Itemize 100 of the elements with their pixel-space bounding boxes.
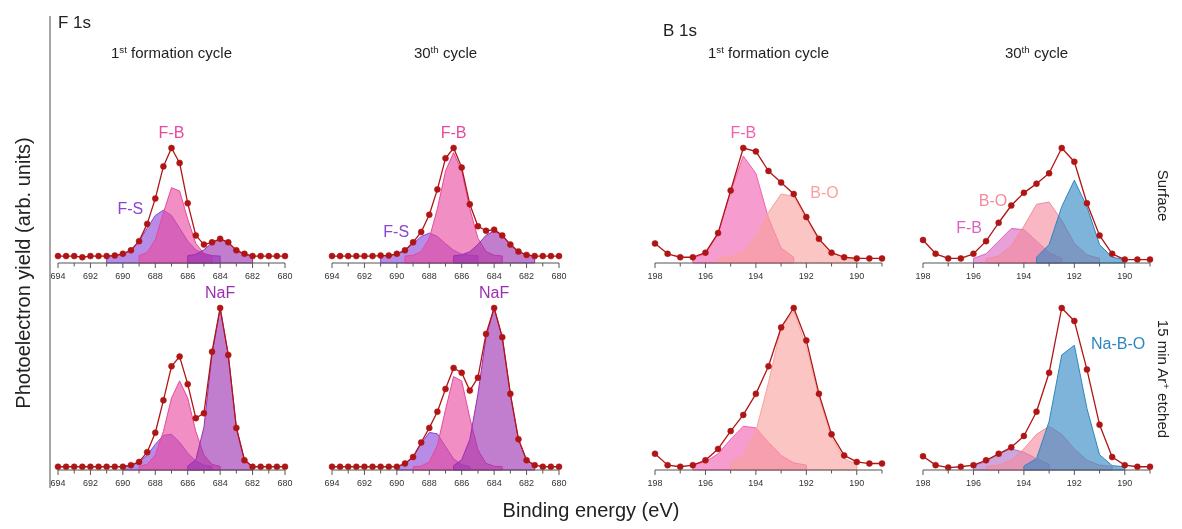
point bbox=[777, 179, 785, 186]
point bbox=[1058, 304, 1065, 312]
point bbox=[1134, 463, 1141, 471]
point bbox=[393, 250, 401, 258]
point bbox=[1071, 317, 1078, 325]
point bbox=[152, 195, 159, 202]
point bbox=[160, 163, 167, 170]
point bbox=[103, 252, 110, 260]
point bbox=[458, 164, 465, 171]
point bbox=[995, 450, 1002, 458]
chart-title: 1$^{st}$ formation cycle bbox=[708, 43, 829, 61]
x-tick-label: 694 bbox=[50, 478, 66, 488]
point bbox=[344, 463, 352, 471]
point bbox=[727, 427, 734, 435]
point bbox=[555, 463, 563, 471]
point bbox=[434, 408, 441, 415]
point bbox=[474, 374, 482, 381]
series-label: F-B bbox=[730, 124, 757, 141]
point bbox=[95, 252, 102, 260]
point bbox=[490, 226, 498, 233]
point bbox=[815, 235, 823, 243]
x-tick-label: 190 bbox=[1117, 271, 1133, 281]
series-label: F-S bbox=[117, 200, 144, 218]
x-tick-label: 196 bbox=[965, 478, 981, 488]
x-tick-label: 684 bbox=[486, 478, 502, 488]
x-tick-label: 196 bbox=[697, 478, 713, 488]
point bbox=[336, 463, 344, 471]
series-label: B-O bbox=[978, 192, 1008, 210]
point bbox=[995, 219, 1002, 226]
point bbox=[539, 252, 547, 260]
point bbox=[1020, 189, 1028, 197]
point bbox=[507, 241, 514, 248]
point bbox=[1008, 202, 1015, 209]
point bbox=[507, 390, 514, 398]
point bbox=[866, 460, 873, 467]
x-tick-label: 686 bbox=[454, 478, 470, 488]
point bbox=[1134, 256, 1141, 263]
x-tick-label: 684 bbox=[212, 271, 228, 281]
point bbox=[70, 463, 78, 471]
point bbox=[727, 187, 734, 194]
point bbox=[714, 445, 722, 453]
point bbox=[353, 463, 360, 471]
x-tick-label: 192 bbox=[798, 478, 814, 488]
chart-title: 30$^{th}$ cycle bbox=[1004, 43, 1069, 61]
point bbox=[664, 250, 671, 258]
point bbox=[257, 463, 264, 471]
point bbox=[765, 363, 772, 370]
point bbox=[1033, 408, 1040, 415]
point bbox=[281, 252, 289, 260]
x-tick-label: 196 bbox=[965, 271, 981, 281]
point bbox=[377, 252, 384, 259]
x-tick-label: 194 bbox=[1016, 271, 1032, 281]
x-tick-label: 684 bbox=[486, 271, 502, 281]
point bbox=[168, 144, 175, 152]
point bbox=[249, 252, 256, 260]
point bbox=[87, 252, 94, 260]
point bbox=[249, 463, 256, 471]
point bbox=[790, 190, 797, 198]
series-label: F-S bbox=[383, 223, 410, 241]
point bbox=[499, 232, 506, 239]
point bbox=[119, 463, 127, 471]
point bbox=[1058, 144, 1065, 152]
point bbox=[1096, 232, 1103, 239]
point bbox=[87, 463, 94, 471]
point bbox=[752, 148, 760, 155]
point bbox=[490, 304, 498, 312]
point bbox=[434, 186, 441, 193]
series-label: F-B bbox=[440, 124, 467, 141]
point bbox=[393, 463, 401, 471]
point bbox=[866, 255, 873, 262]
x-tick-label: 688 bbox=[421, 271, 437, 281]
point bbox=[233, 247, 240, 254]
point bbox=[752, 390, 760, 398]
point bbox=[853, 255, 861, 262]
point bbox=[401, 460, 409, 467]
point bbox=[1033, 180, 1040, 187]
point bbox=[417, 439, 425, 446]
point bbox=[369, 252, 376, 260]
point bbox=[1096, 421, 1103, 428]
x-tick-label: 692 bbox=[356, 478, 372, 488]
point bbox=[216, 304, 224, 312]
point bbox=[702, 457, 709, 464]
point bbox=[417, 228, 425, 236]
point bbox=[385, 463, 392, 471]
point bbox=[982, 237, 990, 245]
point bbox=[328, 252, 336, 260]
point bbox=[919, 236, 927, 244]
x-tick-label: 686 bbox=[180, 478, 196, 488]
x-tick-label: 198 bbox=[915, 478, 931, 488]
x-tick-label: 694 bbox=[324, 271, 340, 281]
point bbox=[257, 252, 264, 260]
point bbox=[95, 463, 102, 471]
point bbox=[531, 252, 538, 260]
point bbox=[482, 227, 490, 235]
point bbox=[281, 463, 289, 471]
point bbox=[651, 240, 659, 247]
text: F-B bbox=[158, 124, 185, 141]
point bbox=[790, 304, 797, 312]
point bbox=[499, 333, 506, 341]
point bbox=[135, 458, 143, 466]
